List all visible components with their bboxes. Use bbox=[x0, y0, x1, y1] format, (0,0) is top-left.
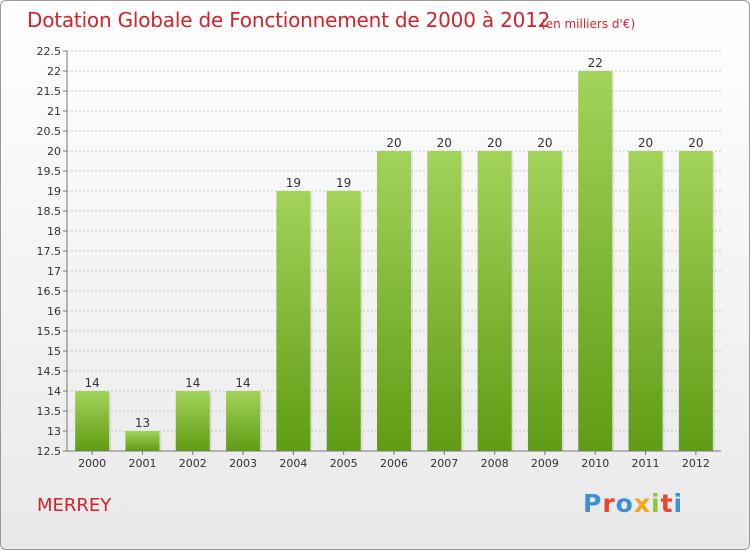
x-tick-label: 2003 bbox=[229, 457, 257, 470]
data-label: 20 bbox=[537, 136, 552, 150]
x-tick-label: 2007 bbox=[430, 457, 458, 470]
bar bbox=[377, 151, 411, 451]
labels: 12.5 13 13.5 14 14.5 15 15.5 16 16.5 17 17.5 18 18.5… bbox=[37, 45, 710, 470]
y-tick-label: 20 bbox=[47, 145, 61, 158]
logo-letter: x bbox=[633, 489, 651, 518]
data-label: 13 bbox=[135, 416, 150, 430]
bar bbox=[326, 191, 361, 451]
bar bbox=[477, 151, 512, 451]
x-tick-label: 2004 bbox=[279, 457, 307, 470]
x-tick-label: 2009 bbox=[531, 457, 559, 470]
x-tick-label: 2011 bbox=[632, 457, 660, 470]
logo-letter: P bbox=[583, 489, 603, 518]
bar bbox=[226, 391, 261, 451]
x-tick-label: 2002 bbox=[179, 457, 207, 470]
y-tick-label: 17 bbox=[47, 265, 61, 278]
x-tick-label: 2010 bbox=[581, 457, 609, 470]
data-label: 22 bbox=[588, 56, 603, 70]
y-tick-label: 15 bbox=[47, 345, 61, 358]
bar bbox=[276, 191, 311, 451]
data-label: 19 bbox=[286, 176, 301, 190]
y-tick-label: 19.5 bbox=[37, 165, 62, 178]
data-label: 14 bbox=[185, 376, 200, 390]
x-tick-label: 2012 bbox=[682, 457, 710, 470]
data-label: 20 bbox=[437, 136, 452, 150]
x-tick-label: 2001 bbox=[128, 457, 156, 470]
y-tick-label: 13.5 bbox=[37, 405, 62, 418]
bar bbox=[628, 151, 663, 451]
bar bbox=[678, 151, 713, 451]
logo-letter: o bbox=[615, 489, 634, 518]
bar bbox=[125, 431, 160, 451]
data-label: 14 bbox=[85, 376, 100, 390]
data-label: 20 bbox=[487, 136, 502, 150]
data-label: 20 bbox=[688, 136, 703, 150]
data-label: 19 bbox=[336, 176, 351, 190]
y-tick-label: 18 bbox=[47, 225, 61, 238]
data-label: 20 bbox=[638, 136, 653, 150]
x-tick-label: 2005 bbox=[330, 457, 358, 470]
y-tick-label: 22 bbox=[47, 65, 61, 78]
x-tick-label: 2000 bbox=[78, 457, 106, 470]
y-tick-label: 14 bbox=[47, 385, 61, 398]
y-tick-label: 22.5 bbox=[37, 45, 62, 58]
y-tick-label: 16 bbox=[47, 305, 61, 318]
logo-letter: i bbox=[651, 489, 661, 518]
x-tick-label: 2006 bbox=[380, 457, 408, 470]
chart-title: Dotation Globale de Fonctionnement de 20… bbox=[27, 8, 551, 32]
y-tick-label: 18.5 bbox=[37, 205, 62, 218]
bar bbox=[175, 391, 210, 451]
y-tick-label: 21.5 bbox=[37, 85, 62, 98]
bar bbox=[427, 151, 462, 451]
y-tick-label: 15.5 bbox=[37, 325, 62, 338]
logo-letter: i bbox=[673, 489, 684, 518]
y-tick-label: 13 bbox=[47, 425, 61, 438]
y-tick-label: 21 bbox=[47, 105, 61, 118]
x-tick-label: 2008 bbox=[481, 457, 509, 470]
commune-name: MERREY bbox=[37, 495, 112, 516]
bars bbox=[75, 71, 715, 451]
bar bbox=[75, 391, 110, 451]
data-label: 20 bbox=[386, 136, 401, 150]
logo-letter: r bbox=[602, 489, 616, 518]
axes bbox=[63, 50, 721, 455]
y-tick-label: 14.5 bbox=[37, 365, 62, 378]
y-tick-label: 19 bbox=[47, 185, 61, 198]
unit-label: (en milliers d'€) bbox=[541, 17, 636, 31]
bar bbox=[578, 71, 613, 451]
y-tick-label: 20.5 bbox=[37, 125, 62, 138]
logo-letter: t bbox=[660, 489, 674, 518]
y-tick-label: 17.5 bbox=[37, 245, 62, 258]
y-tick-label: 12.5 bbox=[37, 445, 62, 458]
data-label: 14 bbox=[235, 376, 250, 390]
proxiti-logo[interactable]: Proxiti bbox=[583, 489, 683, 518]
y-tick-label: 16.5 bbox=[37, 285, 62, 298]
bar bbox=[527, 151, 562, 451]
